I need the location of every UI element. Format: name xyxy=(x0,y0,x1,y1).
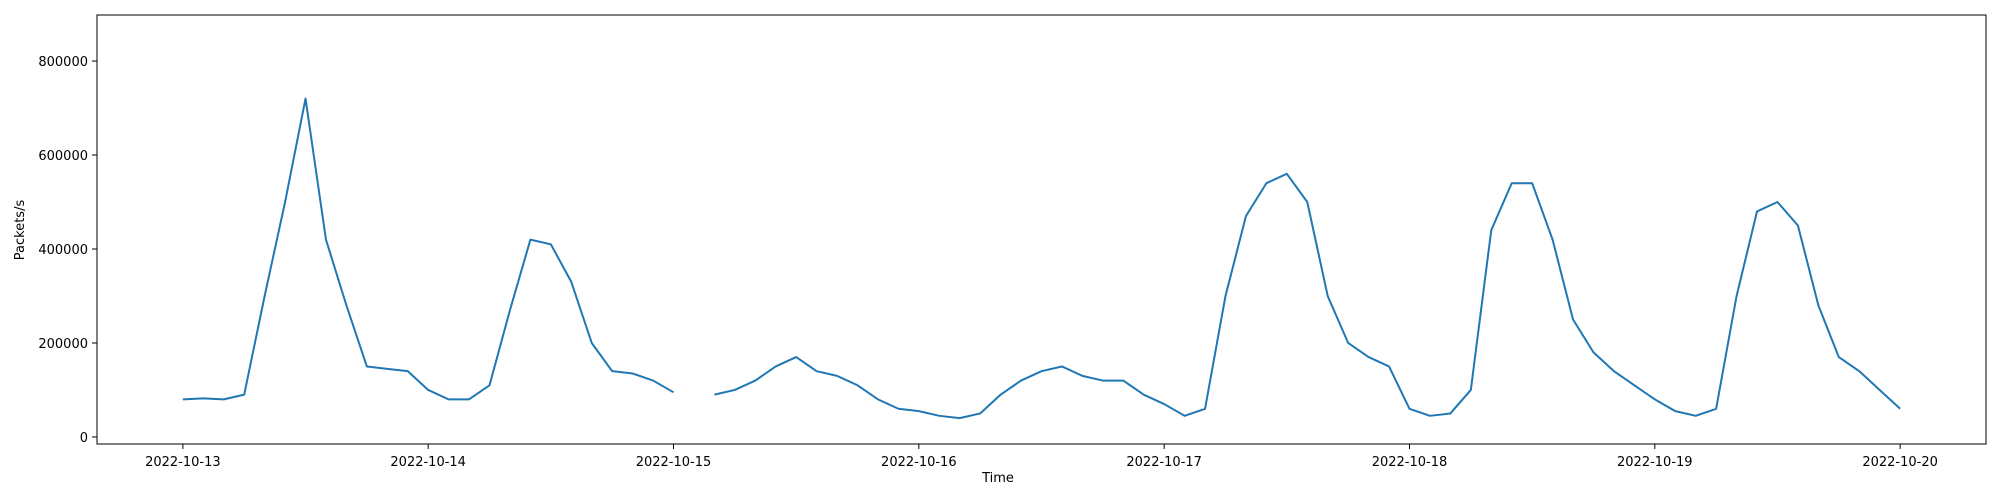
x-tick-label: 2022-10-13 xyxy=(145,455,221,470)
y-tick-label: 400000 xyxy=(38,243,88,258)
data-line xyxy=(182,97,1901,420)
plot-frame xyxy=(96,14,1987,445)
y-tick-label: 800000 xyxy=(38,55,88,70)
y-tick-label: 0 xyxy=(80,431,88,446)
x-tick-label: 2022-10-19 xyxy=(1617,455,1693,470)
y-axis-label: Packets/s xyxy=(13,200,28,261)
x-axis-label: Time xyxy=(981,471,1014,486)
x-tick-label: 2022-10-18 xyxy=(1372,455,1448,470)
y-tick-label: 200000 xyxy=(38,337,88,352)
x-tick-label: 2022-10-14 xyxy=(390,455,466,470)
x-tick-label: 2022-10-20 xyxy=(1862,455,1938,470)
x-tick-label: 2022-10-16 xyxy=(881,455,957,470)
y-tick-label: 600000 xyxy=(38,149,88,164)
x-tick-label: 2022-10-15 xyxy=(636,455,712,470)
x-tick-label: 2022-10-17 xyxy=(1126,455,1202,470)
